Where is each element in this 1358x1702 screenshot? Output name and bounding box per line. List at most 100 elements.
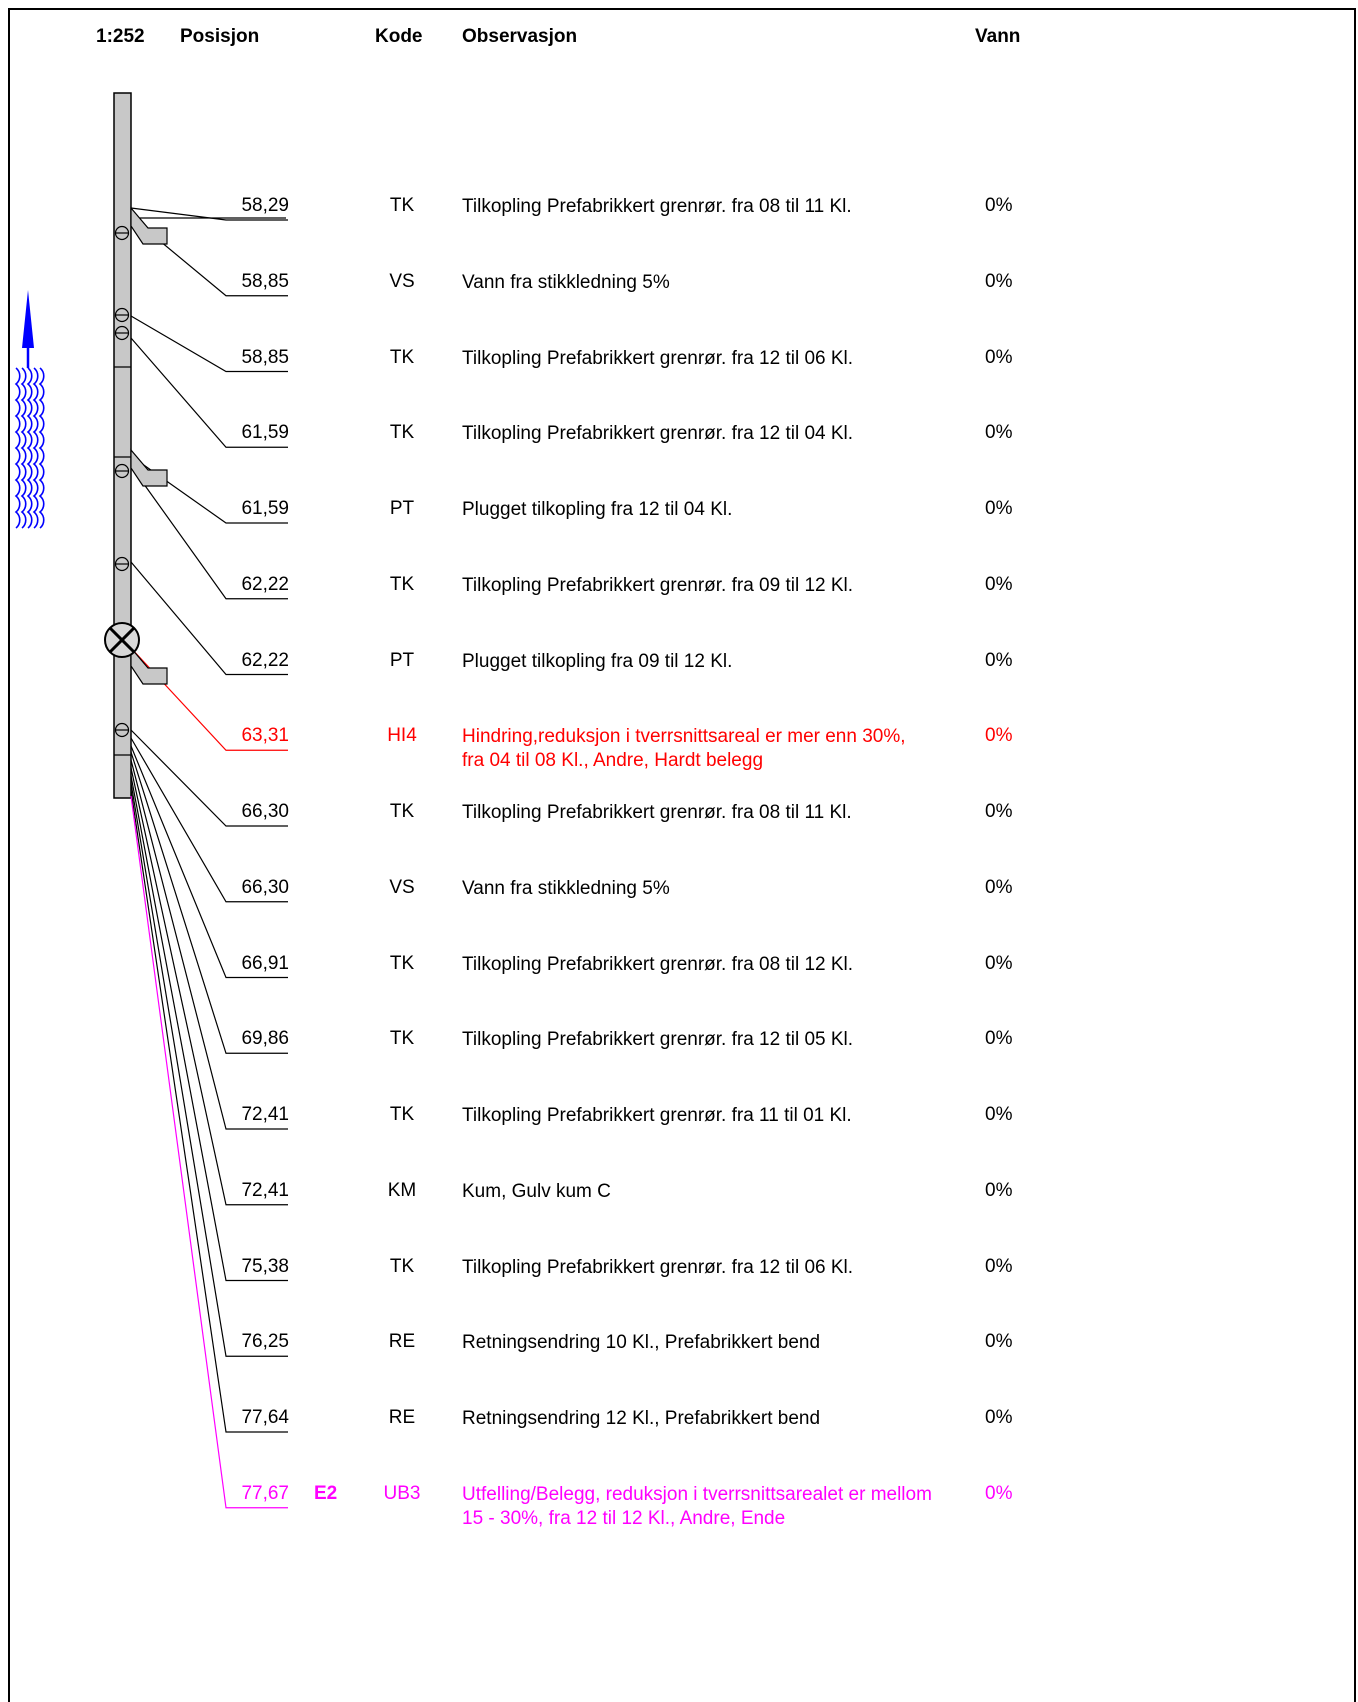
water-wave-icon [26, 367, 33, 529]
observation-row: 72,41 KM Kum, Gulv kum C 0% [0, 1180, 1358, 1230]
leader-line [130, 315, 288, 373]
observation-row: 61,59 TK Tilkopling Prefabrikkert grenrør.… [0, 422, 1358, 472]
water-value: 0% [985, 422, 1013, 444]
position-value: 61,59 [241, 422, 289, 444]
water-value: 0% [985, 346, 1013, 368]
code-value: HI4 [387, 725, 417, 747]
code-value: PT [389, 498, 415, 519]
leader-line [130, 782, 288, 1357]
observation-row: 72,41 TK Tilkopling Prefabrikkert grenrør.… [0, 1104, 1358, 1154]
observation-text: Retningsendring 12 Kl., Prefabrikkert be… [462, 1408, 821, 1429]
leader-line [130, 759, 288, 1130]
code-value: TK [389, 1028, 415, 1050]
position-value: 66,30 [241, 801, 289, 822]
scale-header: 1:252 [96, 26, 145, 47]
observation-text: Tilkopling Prefabrikkert grenrør. fra 09… [462, 574, 854, 596]
observation-text: Hindring,reduksjon i tverrsnittsareal er… [462, 726, 906, 772]
observation-row: 62,22 TK Tilkopling Prefabrikkert grenrør.… [0, 574, 1358, 624]
code-value: KM [387, 1179, 417, 1201]
branch-pipe-icon [130, 206, 168, 245]
leader-line [130, 737, 288, 903]
code-value: VS [389, 876, 415, 898]
observation-text: Vann fra stikkledning 5% [462, 271, 670, 293]
observation-row: 63,31 HI4 Hindring,reduksjon i tverrsnitts… [0, 725, 1358, 775]
water-value: 0% [985, 270, 1013, 292]
observation-text: Utfelling/Belegg, reduksjon i tverrsnitt… [462, 1483, 932, 1529]
leader-line [130, 745, 288, 979]
leader-line [130, 751, 288, 1054]
water-header: Vann [975, 26, 1021, 47]
code-value: TK [389, 573, 415, 595]
code-value: TK [389, 952, 415, 974]
observation-text: Kum, Gulv kum C [462, 1180, 611, 1202]
observation-text: Tilkopling Prefabrikkert grenrør. fra 12… [462, 1256, 854, 1278]
page-frame [8, 8, 1356, 1702]
position-value: 58,85 [241, 346, 289, 368]
position-value: 76,25 [241, 1331, 289, 1353]
leader-line [130, 729, 288, 827]
water-value: 0% [985, 573, 1013, 595]
leader-line [130, 775, 288, 1282]
position-value: 62,22 [241, 649, 289, 671]
leader-line [130, 795, 288, 1509]
water-value: 0% [985, 1331, 1013, 1353]
water-value: 0% [985, 1028, 1013, 1050]
observation-text: Tilkopling Prefabrikkert grenrør. fra 08… [462, 802, 852, 823]
water-value: 0% [985, 1179, 1013, 1201]
observation-header: Observasjon [462, 26, 578, 47]
leader-line [130, 207, 288, 221]
code-value: TK [389, 422, 415, 444]
observation-text: Tilkopling Prefabrikkert grenrør. fra 12… [462, 1029, 854, 1051]
observation-text: Tilkopling Prefabrikkert grenrør. fra 08… [462, 196, 852, 217]
position-value: 58,85 [241, 270, 289, 292]
code-header: Kode [375, 26, 423, 47]
position-value: 66,91 [241, 952, 289, 974]
position-value: 66,30 [241, 876, 289, 898]
position-value: 63,31 [241, 725, 289, 747]
code-value: TK [389, 1104, 415, 1125]
water-value: 0% [985, 498, 1013, 519]
position-value: 72,41 [241, 1104, 289, 1125]
water-wave-icon [32, 367, 39, 529]
position-value: 62,22 [241, 573, 289, 595]
observation-row: 66,30 VS Vann fra stikkledning 5% 0% [0, 877, 1358, 927]
code-value: TK [389, 346, 415, 368]
water-wave-icon [20, 367, 27, 529]
water-value: 0% [985, 725, 1013, 747]
branch-pipe-icon [130, 646, 168, 685]
code-value: VS [389, 270, 415, 292]
observation-text: Tilkopling Prefabrikkert grenrør. fra 11… [462, 1105, 852, 1126]
water-value: 0% [985, 801, 1013, 822]
code-value: PT [389, 649, 415, 671]
water-value: 0% [985, 1104, 1013, 1125]
observation-row: 76,25 RE Retningsendring 10 Kl., Prefabrik… [0, 1331, 1358, 1381]
leader-line [130, 767, 288, 1206]
code-value: TK [389, 1255, 415, 1277]
position-value: 75,38 [241, 1255, 289, 1277]
water-value: 0% [985, 1407, 1013, 1428]
observation-text: Retningsendring 10 Kl., Prefabrikkert be… [462, 1332, 821, 1354]
flow-arrow-icon [22, 290, 34, 348]
observation-row: 58,85 VS Vann fra stikkledning 5% 0% [0, 271, 1358, 321]
observation-row: 58,29 TK Tilkopling Prefabrikkert grenrør.… [0, 195, 1358, 245]
water-wave-icon [14, 367, 21, 529]
observation-row: 62,22 PT Plugget tilkopling fra 09 til 12 … [0, 650, 1358, 700]
observation-text: Plugget tilkopling fra 12 til 04 Kl. [462, 499, 733, 520]
observation-row: 58,85 TK Tilkopling Prefabrikkert grenrør.… [0, 347, 1358, 397]
observation-row: 66,30 TK Tilkopling Prefabrikkert grenrør.… [0, 801, 1358, 851]
observation-text: Tilkopling Prefabrikkert grenrør. fra 12… [462, 347, 854, 369]
water-value: 0% [985, 649, 1013, 671]
observation-row: 75,38 TK Tilkopling Prefabrikkert grenrør.… [0, 1256, 1358, 1306]
position-value: 61,59 [241, 498, 289, 519]
observation-row: 66,91 TK Tilkopling Prefabrikkert grenrør.… [0, 953, 1358, 1003]
position-value: 77,67 [241, 1482, 289, 1504]
code-value: UB3 [383, 1482, 421, 1504]
observation-text: Tilkopling Prefabrikkert grenrør. fra 08… [462, 953, 854, 975]
position-value: 77,64 [241, 1407, 289, 1428]
code-value: RE [388, 1407, 416, 1428]
pipe-body [113, 92, 132, 799]
position-header: Posisjon [180, 26, 260, 47]
code-value: RE [388, 1331, 416, 1353]
observation-text: Plugget tilkopling fra 09 til 12 Kl. [462, 650, 733, 672]
position-value: 58,29 [241, 195, 289, 216]
